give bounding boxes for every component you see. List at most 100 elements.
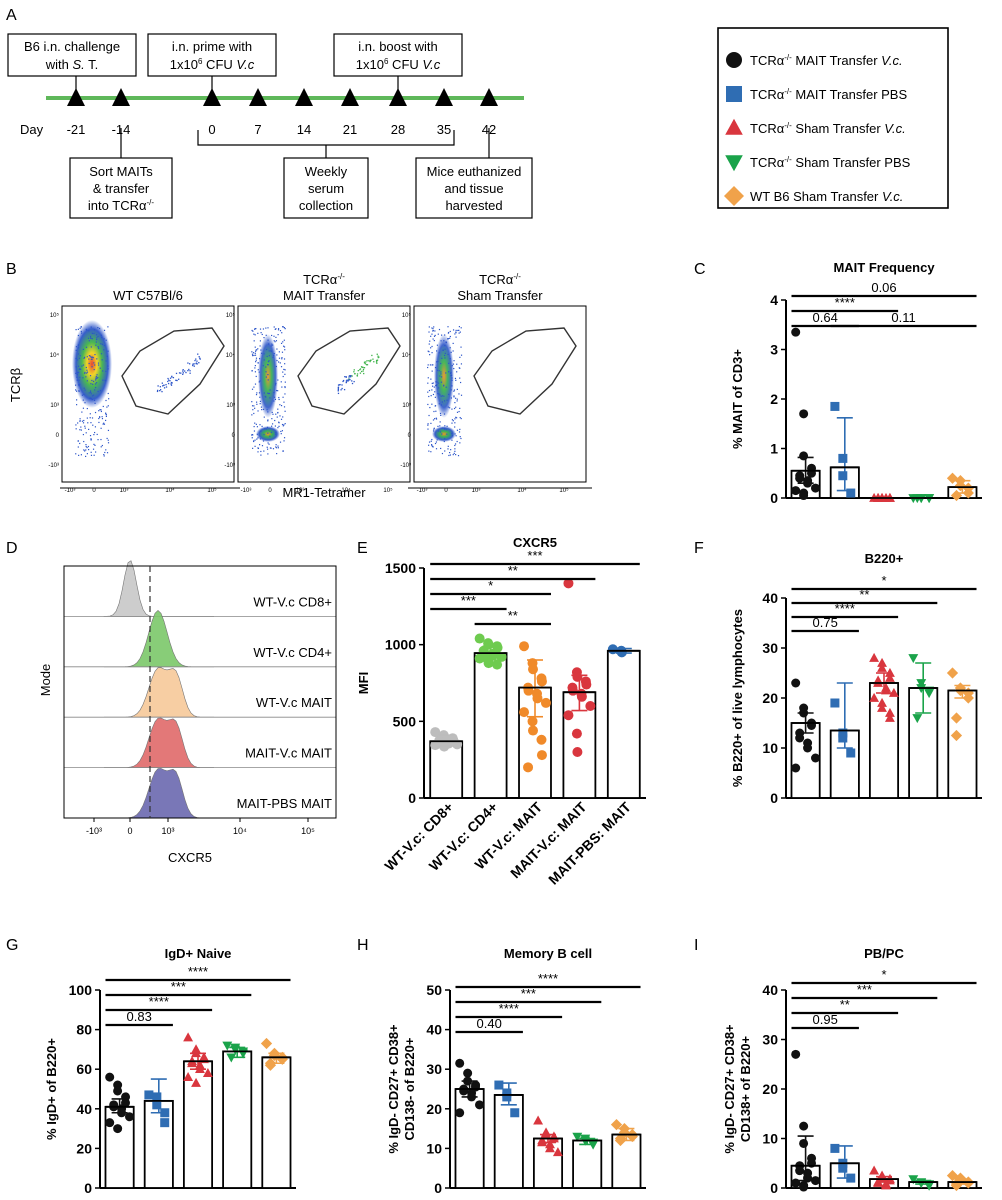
flow-event bbox=[441, 433, 443, 435]
flow-event-gate bbox=[187, 369, 189, 372]
flow-event bbox=[275, 328, 277, 330]
flow-event bbox=[443, 400, 446, 402]
flow-event bbox=[443, 340, 445, 342]
boost-box bbox=[333, 33, 463, 77]
flow-event bbox=[76, 359, 79, 361]
flow-event bbox=[453, 390, 455, 392]
hist-xlabel: CXCR5 bbox=[168, 850, 212, 865]
flow-event bbox=[87, 337, 90, 339]
data-point bbox=[838, 1163, 848, 1173]
flow-event bbox=[89, 397, 91, 399]
flow-event-gate bbox=[348, 378, 350, 380]
flow-event-gate bbox=[348, 379, 350, 381]
boost-line2: 1x106 CFU V.c bbox=[356, 57, 441, 72]
flow-event bbox=[268, 443, 270, 445]
flow-event-gate bbox=[198, 362, 200, 364]
flow-event bbox=[95, 377, 97, 379]
y-axis-label: % IgD+ of B220+ bbox=[44, 1038, 59, 1140]
flow-event-gate bbox=[197, 353, 199, 355]
data-point bbox=[455, 1108, 465, 1118]
day-marker-1 bbox=[112, 88, 130, 106]
flow-event bbox=[81, 411, 83, 413]
flow-event-gate bbox=[337, 386, 340, 388]
flow-event bbox=[275, 444, 277, 446]
data-point bbox=[572, 671, 583, 682]
data-point bbox=[830, 401, 840, 411]
flow-event bbox=[80, 454, 82, 456]
y-tick-label: 0 bbox=[84, 1180, 92, 1196]
flow-event bbox=[266, 363, 269, 366]
day-tick-5: 21 bbox=[343, 122, 357, 137]
hist-xtick: 10³ bbox=[161, 826, 174, 836]
flow-event bbox=[83, 356, 86, 358]
day-marker-8 bbox=[480, 88, 498, 106]
flow-event-gate bbox=[157, 385, 159, 387]
flow-event bbox=[77, 347, 80, 349]
flow-event bbox=[439, 412, 442, 415]
flow-event bbox=[459, 331, 461, 333]
flow-event bbox=[428, 331, 430, 333]
flow-event bbox=[101, 444, 103, 447]
flow-event bbox=[430, 422, 432, 424]
flow-event bbox=[91, 417, 94, 419]
flow-event bbox=[79, 442, 81, 445]
flow-event bbox=[429, 340, 431, 342]
weekly-line2: serum bbox=[308, 181, 344, 196]
chart-title: Memory B cell bbox=[504, 946, 592, 961]
flow-event bbox=[84, 427, 86, 429]
flow-event bbox=[251, 437, 253, 439]
flow-event bbox=[450, 371, 452, 374]
data-point bbox=[519, 707, 530, 718]
flow-event-gate bbox=[182, 369, 184, 371]
prime-box bbox=[147, 33, 277, 77]
flow-event bbox=[443, 385, 445, 387]
flow-event-gate bbox=[369, 360, 371, 363]
flow-event bbox=[106, 452, 109, 454]
flow-event bbox=[260, 450, 262, 453]
flow-event bbox=[95, 382, 98, 384]
flow-event-gate bbox=[198, 356, 200, 358]
flow-event bbox=[269, 435, 271, 437]
flow-event bbox=[83, 419, 85, 422]
day-marker-3 bbox=[249, 88, 267, 106]
chart-title: IgD+ Naive bbox=[165, 946, 232, 961]
flow-event-gate bbox=[161, 390, 163, 393]
flow-event bbox=[84, 425, 86, 427]
flow-event bbox=[79, 355, 81, 357]
flow-event bbox=[456, 388, 458, 390]
data-point bbox=[830, 698, 840, 708]
flow-event bbox=[81, 394, 84, 396]
flow-event bbox=[455, 406, 457, 408]
flow-event bbox=[90, 451, 92, 453]
chart-c: MAIT Frequency 0 1 2 3 4 % MAIT of CD3+ 0.06 ***… bbox=[730, 260, 982, 506]
flow-event bbox=[93, 443, 95, 445]
flow-event bbox=[107, 442, 110, 444]
flow-event bbox=[438, 387, 440, 389]
y-axis-label-2: CD138+ of B220+ bbox=[738, 1035, 753, 1142]
y-tick-label: 10 bbox=[426, 1140, 442, 1156]
flow-event bbox=[458, 410, 460, 413]
data-point bbox=[113, 1086, 123, 1096]
flow-event bbox=[446, 338, 449, 340]
flow-event bbox=[431, 370, 433, 372]
flow-event bbox=[260, 430, 262, 432]
data-point bbox=[510, 1108, 520, 1118]
flow-event bbox=[277, 445, 279, 447]
flow-event bbox=[454, 433, 456, 435]
data-point bbox=[811, 1176, 821, 1186]
flow-event bbox=[97, 390, 99, 393]
flow-event bbox=[262, 365, 264, 367]
flow-event-gate bbox=[363, 367, 366, 369]
data-point bbox=[811, 753, 821, 763]
flow-event bbox=[459, 356, 461, 358]
flow-event bbox=[78, 390, 80, 392]
flow-event bbox=[255, 423, 257, 425]
flow-event bbox=[105, 414, 108, 416]
flow-event bbox=[255, 359, 257, 361]
legend-marker-4 bbox=[724, 186, 744, 206]
flow-event bbox=[253, 354, 255, 357]
flow-event-gate bbox=[348, 375, 351, 377]
data-point bbox=[475, 1100, 485, 1110]
flow-event-gate bbox=[345, 381, 348, 383]
flow-event bbox=[257, 348, 259, 350]
